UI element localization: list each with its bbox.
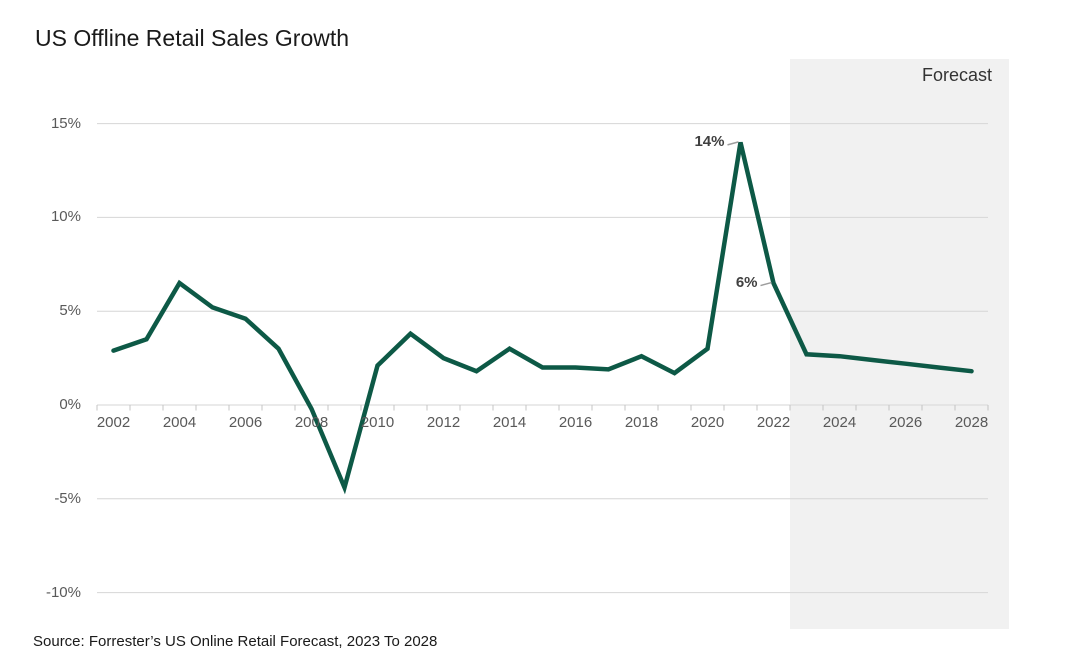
- x-axis-label-2028: 2028: [954, 414, 989, 431]
- forecast-region-label: Forecast: [921, 65, 992, 85]
- y-axis-label-10%: 10%: [50, 208, 81, 226]
- x-axis-label-2002: 2002: [96, 414, 131, 431]
- x-axis-label-2016: 2016: [558, 414, 593, 431]
- chart-title: US Offline Retail Sales Growth: [35, 25, 350, 51]
- x-axis-label-2026: 2026: [888, 414, 923, 431]
- x-axis-label-2018: 2018: [624, 414, 659, 431]
- source-note: Source: Forrester’s US Online Retail For…: [33, 633, 438, 650]
- x-axis-label-2012: 2012: [426, 414, 461, 431]
- x-axis-label-2024: 2024: [822, 414, 857, 431]
- x-axis-label-2014: 2014: [492, 414, 527, 431]
- annotation-leader-6%: [760, 281, 772, 287]
- x-axis-label-2022: 2022: [756, 414, 791, 431]
- x-axis-label-2006: 2006: [228, 414, 263, 431]
- x-axis-label-2004: 2004: [162, 414, 197, 431]
- annotation-6%: 6%: [735, 274, 758, 292]
- y-axis-label--10%: -10%: [45, 583, 81, 601]
- x-axis-label-2010: 2010: [360, 414, 395, 431]
- sales-growth-line: [111, 141, 974, 495]
- y-axis-label-5%: 5%: [59, 302, 81, 320]
- annotation-14%: 14%: [694, 133, 725, 151]
- annotation-leader-14%: [727, 141, 739, 146]
- y-axis-label-0%: 0%: [59, 396, 81, 413]
- y-axis-label--5%: -5%: [54, 489, 81, 507]
- y-axis-label-15%: 15%: [50, 114, 81, 132]
- x-axis-label-2020: 2020: [690, 414, 725, 431]
- x-axis-label-2008: 2008: [294, 414, 329, 431]
- forecast-band: [790, 59, 1009, 629]
